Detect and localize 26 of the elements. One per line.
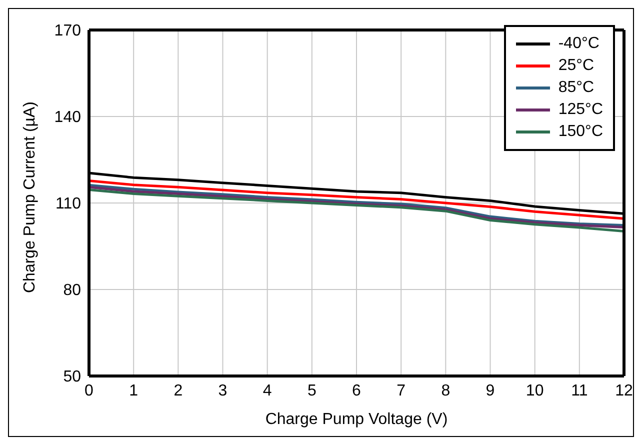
x-tick-label: 10 bbox=[526, 382, 544, 400]
y-tick-label: 80 bbox=[63, 282, 82, 300]
x-tick-label: 11 bbox=[571, 382, 588, 400]
legend-label: 150°C bbox=[558, 123, 603, 141]
x-tick-label: 12 bbox=[615, 382, 633, 400]
legend-label: 125°C bbox=[558, 101, 603, 119]
x-tick-label: 7 bbox=[396, 382, 406, 400]
y-axis-title: Charge Pump Current (µA) bbox=[22, 101, 39, 293]
x-tick-label: 8 bbox=[441, 382, 450, 400]
legend-label: 85°C bbox=[558, 79, 594, 97]
x-tick-label: 5 bbox=[307, 382, 316, 400]
y-tick-label: 140 bbox=[54, 109, 82, 126]
x-axis-title: Charge Pump Voltage (V) bbox=[265, 411, 448, 428]
y-tick-label: 50 bbox=[63, 368, 82, 386]
y-tick-label: 170 bbox=[54, 22, 82, 40]
line-series bbox=[89, 180, 624, 220]
x-tick-label: 0 bbox=[84, 382, 94, 400]
legend-label: -40°C bbox=[558, 35, 600, 53]
y-tick-label: 110 bbox=[55, 196, 82, 213]
x-tick-label: 4 bbox=[262, 382, 272, 400]
x-tick-label: 6 bbox=[352, 382, 362, 400]
x-tick-label: 3 bbox=[218, 382, 228, 400]
legend-label: 25°C bbox=[558, 57, 594, 75]
x-tick-label: 9 bbox=[486, 382, 495, 400]
x-tick-label: 1 bbox=[129, 382, 138, 400]
x-tick-label: 2 bbox=[174, 382, 183, 400]
